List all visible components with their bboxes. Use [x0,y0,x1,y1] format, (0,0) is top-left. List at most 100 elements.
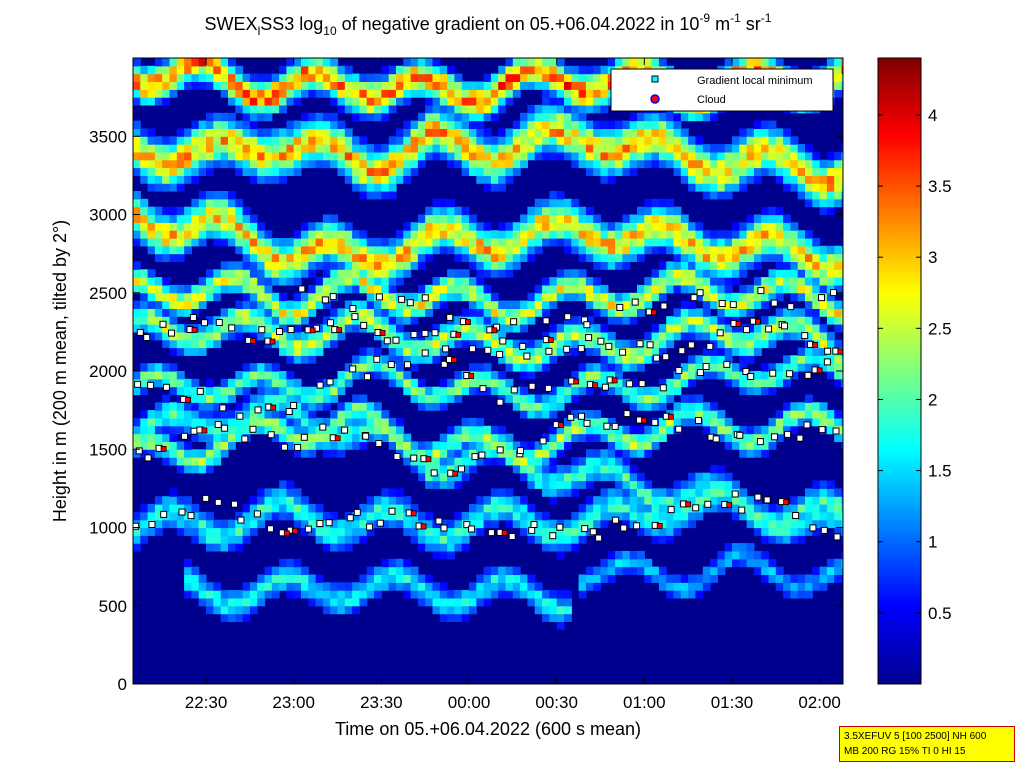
heatmap-cell [658,347,667,356]
heatmap-cell [344,543,353,552]
heatmap-cell [154,58,163,67]
heatmap-cell [556,136,565,145]
gradient-minimum-marker [636,340,644,348]
heatmap-cell [198,284,207,294]
heatmap-cell [790,261,799,270]
heatmap-cell [198,511,207,521]
heatmap-cell [410,441,419,450]
gradient-minimum-marker [809,524,817,532]
heatmap-cell [220,89,229,98]
heatmap-cell [739,339,748,349]
heatmap-cell [680,574,689,583]
heatmap-cell [264,425,273,435]
heatmap-cell [337,582,346,591]
heatmap-cell [564,65,572,75]
heatmap-cell [549,73,558,82]
heatmap-cell [702,292,711,302]
heatmap-cell [381,144,390,153]
heatmap-cell [644,480,653,489]
heatmap-cell [257,590,266,599]
heatmap-cell [396,566,404,575]
heatmap-cell [512,230,521,239]
heatmap-cell [461,206,470,216]
heatmap-cell [249,261,258,270]
heatmap-cell [469,120,477,129]
heatmap-cell [271,410,280,419]
heatmap-cell [520,214,528,223]
heatmap-cell [359,167,368,176]
heatmap-cell [826,496,835,505]
heatmap-cell [417,58,426,67]
heatmap-cell [483,245,492,255]
heatmap-cell [680,230,689,239]
heatmap-cell [512,511,521,521]
heatmap-cell [359,175,368,184]
heatmap-cell [176,331,185,341]
heatmap-cell [534,136,543,145]
heatmap-cell [732,347,740,356]
heatmap-cell [805,300,813,309]
heatmap-cell [352,112,360,122]
heatmap-cell [228,58,236,67]
heatmap-cell [527,128,536,137]
heatmap-cell [279,159,287,169]
heatmap-cell [593,292,602,302]
heatmap-cell [206,128,214,137]
heatmap-cell [571,120,580,129]
heatmap-cell [834,191,843,200]
heatmap-cell [140,292,149,302]
heatmap-cell [702,472,711,482]
heatmap-cell [826,331,835,341]
heatmap-cell [746,284,755,294]
heatmap-cell [761,566,770,575]
heatmap-cell [680,269,689,278]
heatmap-cell [169,433,178,442]
heatmap-cell [147,527,156,536]
heatmap-cell [783,253,791,262]
heatmap-cell [271,104,280,114]
heatmap-cell [695,144,704,153]
heatmap-cell [710,292,718,302]
heatmap-cell [505,175,514,184]
heatmap-cell [352,417,360,427]
heatmap-cell [315,417,324,427]
heatmap-cell [717,339,726,349]
heatmap-cell [337,597,346,607]
colorbar-gradient [877,57,922,685]
heatmap-cell [805,316,813,325]
heatmap-cell [432,457,441,466]
heatmap-cell [235,316,244,325]
heatmap-cell [651,222,660,231]
heatmap-cell [732,58,740,67]
heatmap-cell [315,574,324,583]
heatmap-cell [213,214,222,223]
heatmap-cell [322,245,331,255]
heatmap-cell [359,308,368,317]
heatmap-cell [673,222,682,231]
heatmap-cell [257,410,266,419]
heatmap-cell [688,167,696,176]
heatmap-cell [629,441,638,450]
heatmap-cell [512,441,521,450]
heatmap-cell [447,339,455,349]
heatmap-cell [220,112,229,122]
heatmap-cell [366,496,375,505]
heatmap-cell [454,284,463,294]
gradient-minimum-marker [603,422,611,430]
heatmap-cell [374,277,382,286]
heatmap-cell [549,214,558,223]
heatmap-cell [396,347,404,356]
heatmap-cell [417,261,426,270]
heatmap-cell [673,386,682,396]
heatmap-cell [315,284,324,294]
heatmap-cell [447,120,455,129]
heatmap-cell [812,582,821,591]
heatmap-cell [417,308,426,317]
heatmap-cell [286,89,295,98]
heatmap-cell [206,206,214,216]
heatmap-cell [680,222,689,231]
heatmap-cell [629,222,638,231]
heatmap-cell [637,355,645,364]
heatmap-cell [797,402,806,411]
heatmap-cell [374,284,382,294]
